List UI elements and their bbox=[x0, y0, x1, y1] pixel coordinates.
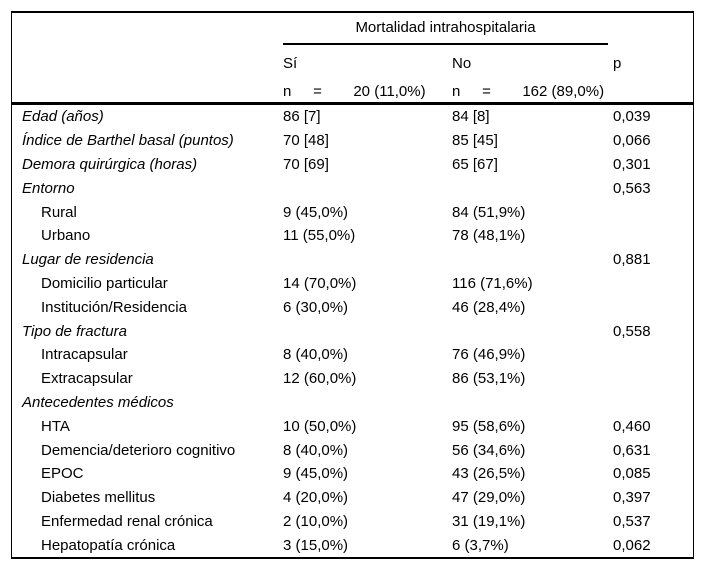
table-row: Demencia/deterioro cognitivo 8 (40,0%) 56 … bbox=[12, 438, 693, 462]
row-label: Demora quirúrgica (horas) bbox=[22, 155, 198, 173]
row-label: EPOC bbox=[41, 465, 84, 483]
column-header-yes: Sí bbox=[283, 55, 298, 72]
cell-no: 31 (19,1%) bbox=[452, 512, 526, 530]
cell-no: 78 (48,1%) bbox=[452, 227, 526, 245]
table-row: Edad (años) 86 [7] 84 [8] 0,039 bbox=[12, 105, 693, 129]
table-row: Diabetes mellitus 4 (20,0%) 47 (29,0%) 0,39… bbox=[12, 486, 693, 510]
table-row: Antecedentes médicos bbox=[12, 391, 693, 415]
column-header-p: p bbox=[613, 55, 622, 72]
cell-yes: 6 (30,0%) bbox=[283, 298, 349, 316]
cell-yes: 11 (55,0%) bbox=[283, 227, 356, 245]
table-row: HTA 10 (50,0%) 95 (58,6%) 0,460 bbox=[12, 414, 693, 438]
cell-yes: 70 [48] bbox=[283, 132, 329, 150]
cell-yes: 8 (40,0%) bbox=[283, 346, 349, 364]
table-row: Intracapsular 8 (40,0%) 76 (46,9%) bbox=[12, 343, 693, 367]
cell-no: 95 (58,6%) bbox=[452, 417, 526, 435]
n-value-yes: 20 (11,0%) bbox=[353, 83, 426, 100]
cell-no: 6 (3,7%) bbox=[452, 536, 509, 554]
n-label: n bbox=[283, 83, 292, 100]
cell-p: 0,558 bbox=[613, 322, 651, 340]
table-row: Institución/Residencia 6 (30,0%) 46 (28,4%… bbox=[12, 295, 693, 319]
mortality-table: Mortalidad intrahospitalaria Sí No p n =… bbox=[11, 11, 694, 559]
table-row: Enfermedad renal crónica 2 (10,0%) 31 (19,… bbox=[12, 510, 693, 534]
cell-no: 116 (71,6%) bbox=[452, 274, 533, 292]
table-row: Extracapsular 12 (60,0%) 86 (53,1%) bbox=[12, 367, 693, 391]
cell-no: 84 (51,9%) bbox=[452, 203, 526, 221]
cell-p: 0,537 bbox=[613, 512, 651, 530]
table-row: Rural 9 (45,0%) 84 (51,9%) bbox=[12, 200, 693, 224]
n-row-no: n = 162 (89,0%) bbox=[452, 83, 604, 100]
cell-no: 56 (34,6%) bbox=[452, 441, 526, 459]
table-body: Edad (años) 86 [7] 84 [8] 0,039 Índice de Ba… bbox=[12, 105, 693, 557]
table-header: Mortalidad intrahospitalaria Sí No p n =… bbox=[12, 13, 693, 105]
table-row: Hepatopatía crónica 3 (15,0%) 6 (3,7%) 0,06… bbox=[12, 533, 693, 557]
row-label: Demencia/deterioro cognitivo bbox=[41, 441, 236, 459]
table-row: Índice de Barthel basal (puntos) 70 [48] 8… bbox=[12, 129, 693, 153]
row-label: Entorno bbox=[22, 179, 75, 197]
cell-yes: 86 [7] bbox=[283, 108, 321, 126]
cell-p: 0,039 bbox=[613, 108, 651, 126]
row-label: Intracapsular bbox=[41, 346, 128, 364]
equals-sign: = bbox=[482, 83, 491, 100]
cell-no: 76 (46,9%) bbox=[452, 346, 526, 364]
cell-yes: 14 (70,0%) bbox=[283, 274, 357, 292]
spanner-underline bbox=[283, 43, 608, 45]
table-row: Urbano 11 (55,0%) 78 (48,1%) bbox=[12, 224, 693, 248]
cell-no: 84 [8] bbox=[452, 108, 490, 126]
table-row: Entorno 0,563 bbox=[12, 176, 693, 200]
row-label: Rural bbox=[41, 203, 77, 221]
row-label: HTA bbox=[41, 417, 70, 435]
row-label: Institución/Residencia bbox=[41, 298, 187, 316]
cell-yes: 9 (45,0%) bbox=[283, 465, 349, 483]
row-label: Tipo de fractura bbox=[22, 322, 127, 340]
row-label: Antecedentes médicos bbox=[22, 393, 174, 411]
equals-sign: = bbox=[313, 83, 322, 100]
cell-yes: 4 (20,0%) bbox=[283, 489, 349, 507]
n-value-no: 162 (89,0%) bbox=[522, 83, 605, 100]
cell-yes: 70 [69] bbox=[283, 155, 329, 173]
cell-p: 0,460 bbox=[613, 417, 651, 435]
cell-no: 65 [67] bbox=[452, 155, 498, 173]
cell-no: 85 [45] bbox=[452, 132, 498, 150]
cell-p: 0,062 bbox=[613, 536, 651, 554]
row-label: Edad (años) bbox=[22, 108, 104, 126]
table-row: Tipo de fractura 0,558 bbox=[12, 319, 693, 343]
cell-p: 0,301 bbox=[613, 155, 651, 173]
row-label: Diabetes mellitus bbox=[41, 489, 156, 507]
cell-no: 47 (29,0%) bbox=[452, 489, 526, 507]
cell-p: 0,085 bbox=[613, 465, 651, 483]
cell-p: 0,563 bbox=[613, 179, 651, 197]
cell-no: 86 (53,1%) bbox=[452, 370, 526, 388]
n-row-yes: n = 20 (11,0%) bbox=[283, 83, 426, 100]
row-label: Extracapsular bbox=[41, 370, 133, 388]
spanner-title: Mortalidad intrahospitalaria bbox=[355, 19, 536, 36]
cell-no: 43 (26,5%) bbox=[452, 465, 526, 483]
cell-p: 0,881 bbox=[613, 251, 651, 269]
cell-p: 0,397 bbox=[613, 489, 651, 507]
cell-no: 46 (28,4%) bbox=[452, 298, 526, 316]
table-row: Demora quirúrgica (horas) 70 [69] 65 [67] 0… bbox=[12, 153, 693, 177]
row-label: Hepatopatía crónica bbox=[41, 536, 176, 554]
cell-p: 0,066 bbox=[613, 132, 651, 150]
n-label: n bbox=[452, 83, 461, 100]
cell-yes: 9 (45,0%) bbox=[283, 203, 349, 221]
cell-p: 0,631 bbox=[613, 441, 651, 459]
column-header-no: No bbox=[452, 55, 472, 72]
row-label: Enfermedad renal crónica bbox=[41, 512, 213, 530]
row-label: Domicilio particular bbox=[41, 274, 168, 292]
row-label: Lugar de residencia bbox=[22, 251, 154, 269]
cell-yes: 8 (40,0%) bbox=[283, 441, 349, 459]
row-label: Índice de Barthel basal (puntos) bbox=[22, 132, 234, 150]
table-row: Lugar de residencia 0,881 bbox=[12, 248, 693, 272]
cell-yes: 2 (10,0%) bbox=[283, 512, 349, 530]
table-row: EPOC 9 (45,0%) 43 (26,5%) 0,085 bbox=[12, 462, 693, 486]
cell-yes: 12 (60,0%) bbox=[283, 370, 357, 388]
table-row: Domicilio particular 14 (70,0%) 116 (71,6%… bbox=[12, 272, 693, 296]
row-label: Urbano bbox=[41, 227, 91, 245]
cell-yes: 10 (50,0%) bbox=[283, 417, 357, 435]
cell-yes: 3 (15,0%) bbox=[283, 536, 349, 554]
